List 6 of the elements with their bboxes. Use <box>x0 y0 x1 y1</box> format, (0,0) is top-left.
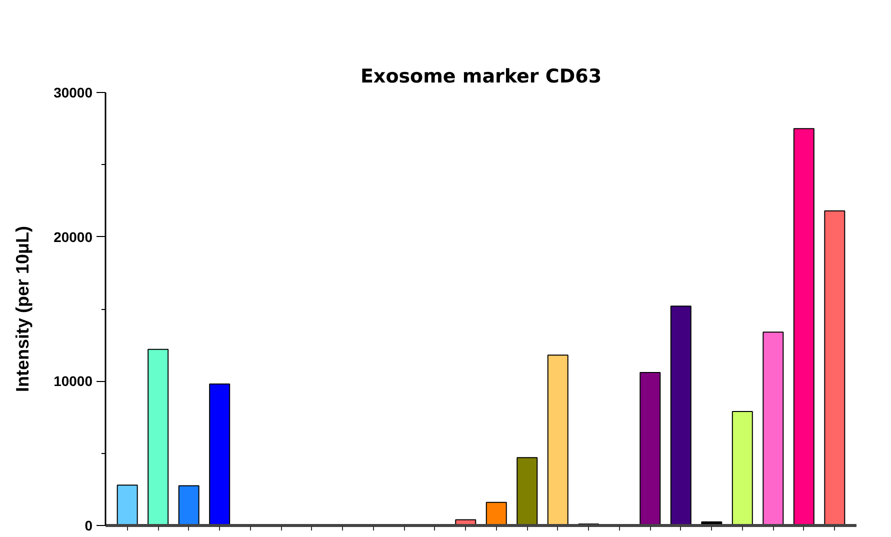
y-tick-label: 10000 <box>54 373 93 390</box>
y-tick-label: 20000 <box>54 228 93 245</box>
chart-title: Exosome marker CD63 <box>360 66 602 88</box>
y-axis-title: Intensity (per 10μL) <box>12 226 33 392</box>
y-tick-label: 0 <box>84 518 93 534</box>
y-tick-label: 30000 <box>54 84 93 100</box>
